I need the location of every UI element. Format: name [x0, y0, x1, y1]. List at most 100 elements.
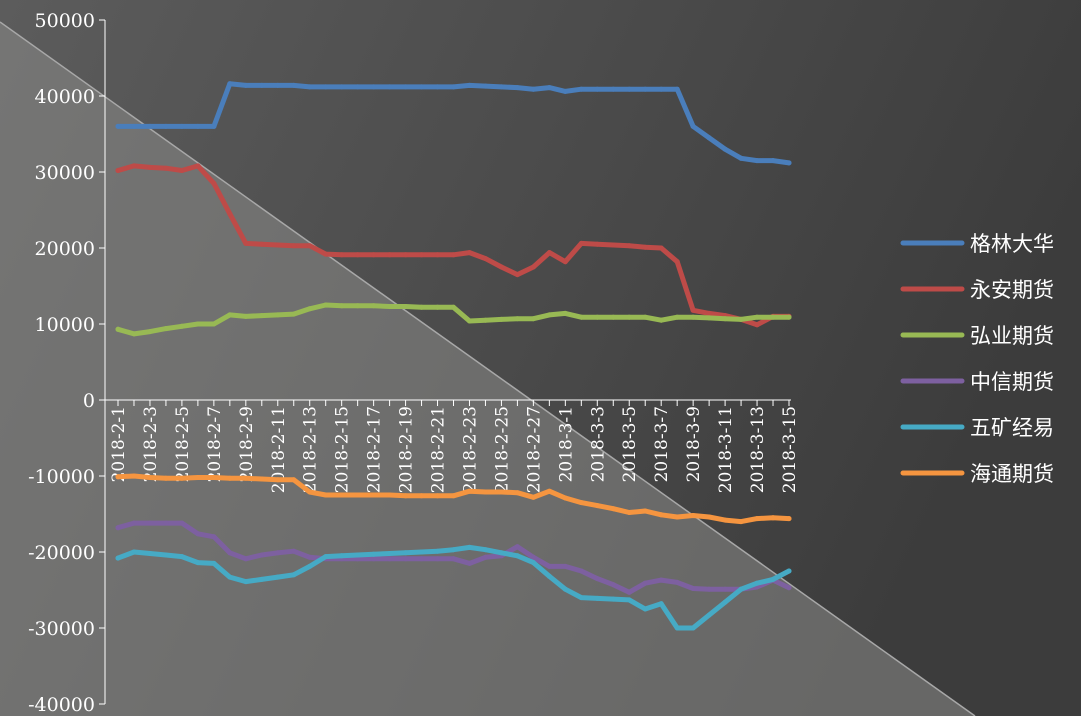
- y-tick-label: -20000: [28, 542, 95, 564]
- data-point: [147, 551, 153, 556]
- data-point: [179, 168, 185, 173]
- data-point: [227, 81, 233, 87]
- diagonal-edge-line: [0, 21, 976, 716]
- data-point: [307, 563, 313, 569]
- y-tick-label: -10000: [28, 466, 95, 488]
- data-point: [467, 488, 472, 494]
- legend-label-2: 弘业期货: [970, 324, 1054, 348]
- data-point: [546, 312, 552, 318]
- data-point: [115, 555, 121, 561]
- data-point: [419, 549, 424, 555]
- data-point: [323, 554, 329, 560]
- data-point: [690, 513, 696, 518]
- data-point: [658, 601, 664, 607]
- data-point: [610, 242, 616, 248]
- data-point: [339, 492, 345, 498]
- data-point: [163, 326, 169, 332]
- data-point: [467, 82, 472, 88]
- data-point: [722, 316, 728, 322]
- data-point: [498, 84, 504, 90]
- data-point: [562, 88, 568, 94]
- data-point: [483, 317, 488, 323]
- data-point: [355, 303, 361, 309]
- x-tick-label: 2018-3-13: [748, 406, 768, 493]
- data-point: [562, 586, 568, 592]
- data-point: [610, 314, 616, 320]
- data-point: [419, 493, 424, 499]
- data-point: [307, 489, 313, 495]
- data-point: [275, 550, 281, 556]
- data-point: [578, 240, 584, 246]
- x-tick-label: 2018-3-11: [716, 406, 736, 493]
- data-point: [514, 490, 520, 496]
- data-point: [738, 586, 744, 592]
- data-point: [179, 520, 185, 526]
- data-point: [419, 84, 424, 90]
- data-point: [674, 514, 680, 520]
- data-point: [498, 489, 504, 495]
- data-point: [690, 314, 696, 320]
- y-tick-label: 40000: [35, 86, 95, 108]
- data-point: [530, 86, 536, 92]
- data-point: [578, 595, 584, 601]
- data-point: [291, 477, 297, 483]
- data-point: [562, 259, 568, 265]
- data-point: [131, 163, 137, 169]
- data-point: [467, 250, 472, 256]
- data-point: [642, 606, 648, 612]
- x-tick-label: 2018-2-9: [237, 406, 257, 482]
- data-point: [770, 314, 776, 320]
- data-point: [786, 516, 792, 522]
- data-point: [163, 552, 169, 558]
- data-point: [451, 84, 456, 90]
- data-point: [147, 520, 153, 526]
- data-point: [131, 331, 137, 337]
- data-point: [562, 563, 568, 569]
- data-point: [243, 475, 249, 481]
- data-point: [594, 241, 600, 247]
- legend-label-0: 格林大华: [970, 232, 1054, 256]
- data-point: [722, 146, 728, 152]
- data-point: [355, 84, 361, 90]
- data-point: [339, 553, 345, 559]
- data-point: [355, 492, 361, 498]
- x-tick-label: 2018-3-1: [556, 406, 576, 482]
- data-point: [578, 86, 584, 92]
- data-point: [387, 252, 393, 258]
- data-point: [259, 241, 265, 247]
- data-point: [483, 256, 488, 262]
- data-point: [435, 252, 440, 258]
- data-point: [642, 86, 648, 92]
- data-point: [163, 520, 169, 526]
- data-point: [562, 495, 568, 501]
- legend-label-4: 五矿经易: [970, 416, 1054, 440]
- data-point: [403, 550, 409, 556]
- data-point: [371, 556, 377, 562]
- data-point: [674, 86, 680, 92]
- data-point: [626, 243, 632, 249]
- data-point: [435, 548, 440, 554]
- data-point: [722, 599, 728, 605]
- data-point: [371, 492, 377, 498]
- data-point: [530, 494, 536, 500]
- data-point: [706, 310, 712, 316]
- data-point: [131, 473, 137, 479]
- data-point: [451, 252, 456, 258]
- data-point: [658, 86, 664, 92]
- data-point: [195, 321, 201, 327]
- data-point: [339, 303, 345, 309]
- y-tick-label: 10000: [35, 314, 95, 336]
- data-point: [738, 316, 744, 322]
- data-point: [435, 84, 440, 90]
- data-point: [435, 556, 440, 562]
- data-point: [211, 475, 217, 480]
- data-point: [642, 580, 648, 586]
- data-point: [467, 318, 472, 324]
- x-tick-label: 2018-2-21: [429, 406, 449, 493]
- data-point: [626, 314, 632, 320]
- data-point: [195, 560, 201, 566]
- data-point: [738, 155, 744, 161]
- data-point: [323, 492, 329, 498]
- data-point: [451, 556, 456, 562]
